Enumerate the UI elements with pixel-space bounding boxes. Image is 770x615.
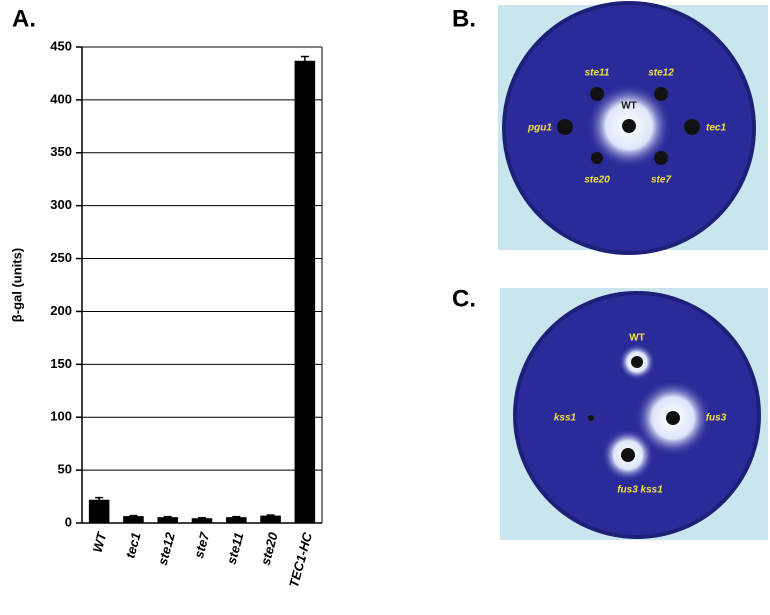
x-tick-label: ste11 — [224, 531, 247, 566]
x-tick-label: TEC1-HC — [286, 530, 315, 589]
spot — [684, 119, 700, 135]
strain-label: kss1 — [554, 413, 577, 424]
bar — [88, 499, 110, 523]
y-tick-label: 350 — [50, 144, 72, 159]
strain-label: ste20 — [584, 175, 610, 186]
bar — [260, 515, 281, 523]
bar-chart: 0 50 100 150 200 250 300 350 400 450 WT tec1 ste12 st… — [50, 38, 323, 589]
plate-c: WT kss1 fus3 fus3 kss1 — [500, 288, 768, 540]
x-tick-label: ste12 — [155, 530, 178, 567]
y-tick-label: 100 — [50, 409, 72, 424]
panel-label: B. — [452, 5, 476, 32]
x-tick-label: ste7 — [191, 530, 212, 560]
y-tick-label: 400 — [50, 91, 72, 106]
strain-label: ste11 — [585, 68, 610, 79]
spot — [590, 87, 604, 101]
strain-label: ste7 — [651, 175, 671, 186]
strain-label: ste12 — [648, 68, 674, 79]
spot — [631, 356, 643, 368]
y-tick-label: 50 — [58, 462, 72, 477]
spot — [654, 151, 668, 165]
spot — [621, 448, 635, 462]
y-tick-label: 200 — [50, 303, 72, 318]
y-tick-label: 0 — [65, 514, 72, 529]
y-tick-label: 250 — [50, 250, 72, 265]
spot — [622, 119, 636, 133]
panel-label: C. — [452, 285, 476, 312]
strain-label: pgu1 — [527, 123, 552, 134]
spot — [588, 415, 594, 421]
strain-label: fus3 — [706, 413, 727, 424]
bar — [294, 60, 316, 524]
y-tick-label: 150 — [50, 356, 72, 371]
bar — [191, 518, 213, 523]
spot — [557, 119, 573, 135]
spot — [654, 87, 668, 101]
panel-label: A. — [12, 5, 36, 32]
strain-label: WT — [629, 333, 645, 344]
strain-label: tec1 — [706, 123, 726, 134]
strain-label: fus3 kss1 — [617, 485, 663, 496]
y-tick-label: 300 — [50, 197, 72, 212]
bar — [123, 516, 144, 523]
bar — [226, 517, 247, 523]
y-tick-label: 450 — [50, 38, 72, 53]
y-axis-label: β-gal (units) — [9, 248, 24, 322]
x-tick-label: ste20 — [258, 530, 281, 567]
strain-label: WT — [621, 101, 637, 112]
plate-b: WT ste11 ste12 pgu1 tec1 ste20 ste7 — [498, 1, 768, 255]
spot — [591, 152, 603, 164]
x-tick-label: tec1 — [122, 531, 143, 560]
bar — [157, 517, 178, 523]
spot — [666, 411, 680, 425]
x-tick-label: WT — [90, 530, 110, 554]
